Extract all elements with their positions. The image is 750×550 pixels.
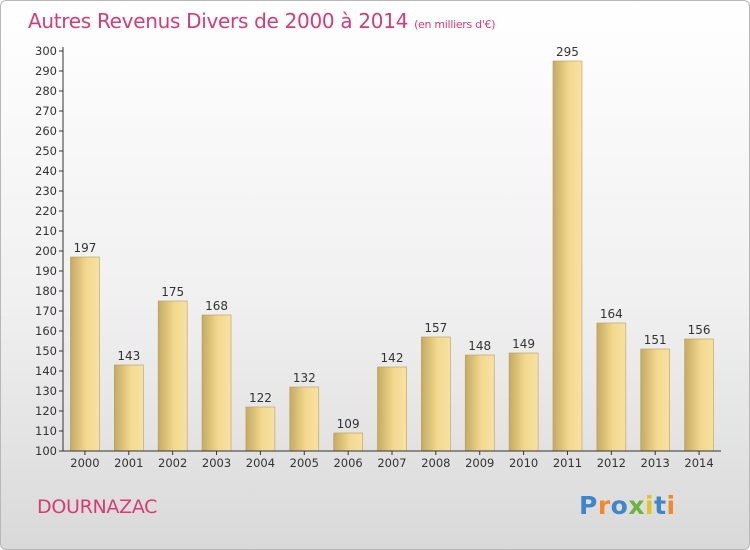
y-tick-label: 230 — [35, 184, 57, 198]
y-tick-label: 290 — [35, 64, 57, 78]
x-tick-label: 2007 — [377, 456, 406, 470]
title-unit: (en milliers d'€) — [414, 18, 496, 31]
x-tick-label: 2003 — [202, 456, 231, 470]
y-tick-label: 300 — [35, 44, 57, 58]
y-tick-label: 130 — [35, 384, 57, 398]
y-tick-label: 170 — [35, 304, 57, 318]
x-tick-label: 2000 — [70, 456, 99, 470]
bar — [596, 322, 627, 452]
x-tick-label: 2010 — [509, 456, 538, 470]
y-axis-ticks: 100 110 120 130 140 150 160 170 180 190 200 210 220 2… — [35, 44, 63, 458]
y-tick-label: 180 — [35, 284, 57, 298]
x-tick-label: 2008 — [421, 456, 450, 470]
bar-value-label: 197 — [73, 241, 96, 255]
bar — [684, 338, 714, 452]
bar-value-label: 142 — [381, 351, 404, 365]
y-tick-label: 110 — [35, 424, 57, 438]
y-tick-label: 140 — [35, 364, 57, 378]
chart-title: Autres Revenus Divers de 2000 à 2014 (en … — [28, 9, 496, 33]
logo-letter: r — [597, 491, 611, 520]
bar — [333, 432, 363, 452]
bar-value-label: 109 — [337, 417, 360, 431]
x-tick-label: 2006 — [333, 456, 362, 470]
bar-value-label: 148 — [468, 339, 491, 353]
bar — [508, 352, 539, 452]
bar-value-label: 132 — [293, 371, 316, 385]
bar-value-label: 143 — [117, 349, 140, 363]
y-tick-label: 220 — [35, 204, 57, 218]
y-tick-label: 240 — [35, 164, 57, 178]
bar-value-label: 295 — [556, 45, 579, 59]
bar-value-label: 157 — [424, 321, 447, 335]
proxiti-logo: Proxiti — [579, 491, 676, 520]
y-tick-label: 100 — [35, 444, 57, 458]
y-tick-label: 120 — [35, 404, 57, 418]
y-tick-label: 250 — [35, 144, 57, 158]
bar — [421, 336, 451, 452]
bar — [640, 348, 671, 452]
x-tick-label: 2005 — [290, 456, 319, 470]
y-tick-label: 150 — [35, 344, 57, 358]
logo-letter: x — [628, 491, 645, 520]
bar — [377, 366, 407, 452]
logo-letter: i — [666, 491, 676, 520]
y-tick-label: 260 — [35, 124, 57, 138]
y-tick-label: 200 — [35, 244, 57, 258]
y-tick-label: 190 — [35, 264, 57, 278]
bar-value-label: 175 — [161, 285, 184, 299]
bar — [201, 314, 232, 452]
x-tick-label: 2012 — [597, 456, 626, 470]
logo-letter: i — [645, 491, 655, 520]
x-tick-label: 2002 — [158, 456, 187, 470]
bar — [157, 300, 188, 452]
bar — [114, 364, 144, 452]
bar — [289, 386, 320, 452]
bar — [245, 406, 276, 452]
logo-letter: t — [654, 491, 667, 520]
x-axis-ticks: 2000 2001 2002 2003 2004 2005 2006 2007 2008 2009… — [70, 451, 714, 470]
x-tick-label: 2011 — [553, 456, 582, 470]
x-tick-label: 2004 — [246, 456, 275, 470]
y-tick-label: 270 — [35, 104, 57, 118]
x-tick-label: 2001 — [114, 456, 143, 470]
bar-value-label: 122 — [249, 391, 272, 405]
bars: 197 143 175 168 122 132 109 142 157 148 149 295 164 1… — [70, 45, 714, 452]
bar-value-label: 156 — [688, 323, 711, 337]
y-tick-label: 280 — [35, 84, 57, 98]
x-tick-label: 2009 — [465, 456, 494, 470]
y-tick-label: 210 — [35, 224, 57, 238]
bar — [464, 354, 495, 452]
x-tick-label: 2013 — [641, 456, 670, 470]
bar-value-label: 164 — [600, 307, 623, 321]
y-tick-label: 160 — [35, 324, 57, 338]
bar — [552, 60, 583, 452]
bar — [70, 256, 100, 452]
title-text: Autres Revenus Divers de 2000 à 2014 — [28, 9, 409, 33]
logo-letter: P — [579, 491, 598, 520]
bar-value-label: 151 — [644, 333, 667, 347]
commune-name: DOURNAZAC — [37, 496, 158, 518]
bar-value-label: 168 — [205, 299, 228, 313]
x-tick-label: 2014 — [684, 456, 713, 470]
bar-value-label: 149 — [512, 337, 535, 351]
logo-letter: o — [610, 491, 629, 520]
